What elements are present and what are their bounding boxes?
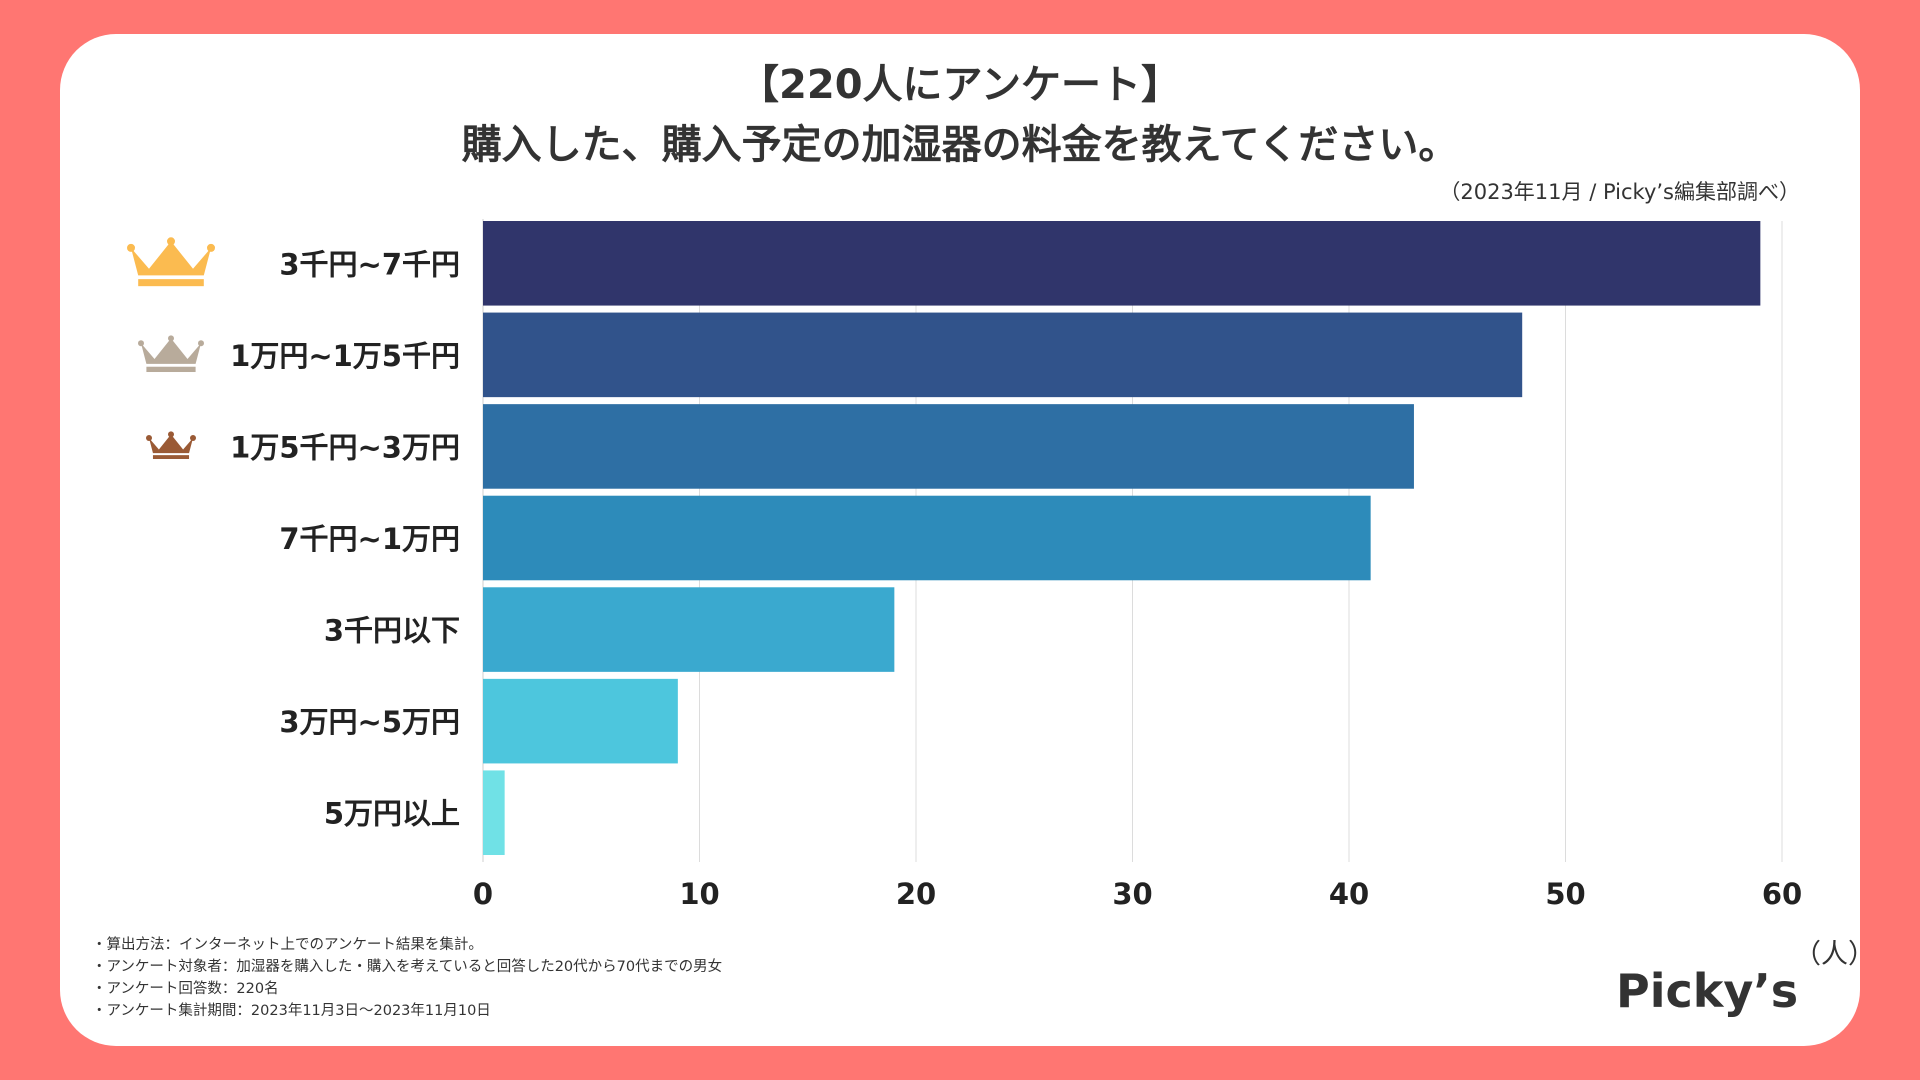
category-label: 3万円~5万円: [279, 705, 460, 739]
survey-notes: ・算出方法：インターネット上でのアンケート結果を集計。 ・アンケート対象者：加湿…: [92, 934, 722, 1022]
category-label: 1万5千円~3万円: [230, 430, 460, 464]
note-count: ・アンケート回答数：220名: [92, 981, 279, 997]
x-tick-label: 10: [679, 877, 719, 911]
x-tick-label: 30: [1112, 877, 1152, 911]
bar: [483, 495, 1371, 581]
bars: [483, 221, 1761, 855]
x-tick-label: 0: [473, 877, 493, 911]
category-label: 3千円以下: [324, 614, 460, 648]
x-axis-unit: （人）: [1794, 939, 1875, 970]
bar: [483, 404, 1414, 489]
x-tick-label: 20: [896, 877, 936, 911]
x-tick-label: 50: [1545, 877, 1585, 911]
category-label: 7千円~1万円: [279, 522, 460, 556]
category-label: 3千円~7千円: [279, 247, 460, 281]
gold-crown-icon: [127, 237, 215, 287]
x-tick-label: 60: [1762, 877, 1802, 911]
rank-icons: [127, 237, 215, 460]
category-label: 1万円~1万5千円: [230, 339, 460, 373]
bronze-crown-icon: [146, 431, 196, 460]
source-note: （2023年11月 / Picky’s編集部調べ）: [1439, 180, 1800, 204]
bar: [483, 312, 1523, 398]
bar: [483, 770, 505, 855]
chart-title-line1: 【220人にアンケート】: [739, 62, 1181, 108]
brand-logo: Picky’s: [1616, 964, 1799, 1018]
category-labels: 3千円~7千円 1万円~1万5千円 1万5千円~3万円 7千円~1万円 3千円以下 3万円…: [230, 247, 460, 830]
chart-title-line2: 購入した、購入予定の加湿器の料金を教えてください。: [461, 122, 1459, 168]
x-tick-label: 40: [1329, 877, 1369, 911]
bar: [483, 587, 895, 672]
category-label: 5万円以上: [324, 797, 460, 831]
x-axis-ticks: 0 10 20 30 40 50 60: [473, 877, 1802, 911]
note-method: ・算出方法：インターネット上でのアンケート結果を集計。: [92, 937, 483, 953]
bar: [483, 678, 678, 764]
note-period: ・アンケート集計期間：2023年11月3日〜2023年11月10日: [92, 1003, 491, 1019]
note-target: ・アンケート対象者：加湿器を購入した・購入を考えていると回答した20代から70代…: [92, 959, 723, 975]
silver-crown-icon: [138, 335, 204, 373]
bar: [483, 221, 1761, 306]
